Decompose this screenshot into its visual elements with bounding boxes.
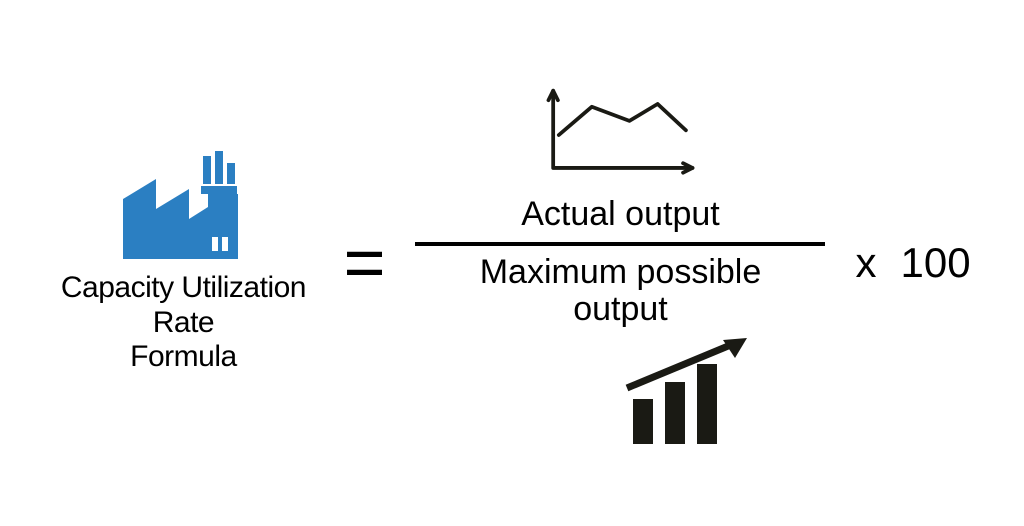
denominator-line1: Maximum possible <box>480 253 762 291</box>
multiply-value: 100 <box>900 239 970 287</box>
multiply-block: x 100 <box>855 239 970 287</box>
fraction: Actual output Maximum possible output <box>415 80 825 447</box>
growth-bars-icon <box>615 336 765 446</box>
denominator-line2: output <box>573 290 668 328</box>
left-block: Capacity Utilization Rate Formula <box>53 151 313 375</box>
factory-icon <box>108 151 258 261</box>
title-line3: Formula <box>130 340 237 373</box>
multiply-symbol: x <box>855 239 876 287</box>
equals-sign: = <box>343 227 385 299</box>
title-line2: Rate <box>153 306 214 339</box>
denominator: Maximum possible output <box>470 246 772 329</box>
title-line1: Capacity Utilization <box>61 271 306 304</box>
line-chart-icon <box>540 80 700 190</box>
formula-diagram: Capacity Utilization Rate Formula = Actu… <box>0 0 1024 526</box>
formula-title: Capacity Utilization Rate Formula <box>61 271 306 375</box>
numerator: Actual output <box>511 195 729 242</box>
